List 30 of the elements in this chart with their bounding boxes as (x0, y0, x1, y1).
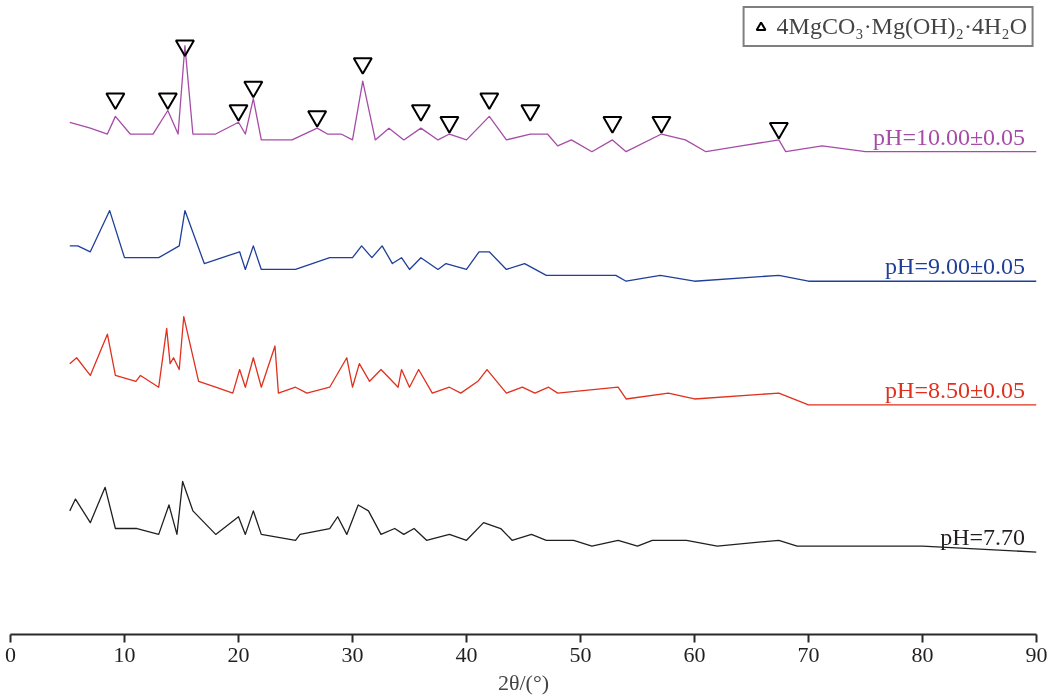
series-label: pH=7.70 (940, 523, 1026, 550)
x-tick-label: 50 (569, 641, 592, 667)
legend-label: 4MgCO₃·Mg(OH)₂·4H₂O (776, 13, 1027, 40)
x-axis-title: 2θ/(°) (497, 669, 550, 695)
point (410, 104, 431, 122)
point (307, 110, 328, 128)
point (352, 57, 373, 75)
x-tick-label: 60 (683, 641, 706, 667)
point (439, 116, 460, 134)
point (243, 80, 264, 99)
x-tick-label: 70 (797, 641, 820, 667)
point (651, 116, 672, 134)
x-tick-label: 0 (5, 641, 16, 667)
point (602, 116, 623, 134)
series-label: pH=9.00±0.05 (885, 253, 1026, 280)
x-tick-label: 20 (227, 641, 250, 667)
point (105, 92, 126, 111)
point (228, 104, 249, 122)
x-tick-label: 80 (911, 641, 934, 667)
point (157, 92, 178, 111)
x-tick-label: 90 (1025, 641, 1048, 667)
x-tick-label: 40 (455, 641, 478, 667)
point (768, 121, 789, 140)
point (479, 92, 500, 111)
x-tick-label: 10 (113, 641, 136, 667)
point (520, 104, 541, 122)
x-tick-label: 30 (341, 641, 364, 667)
series-label: pH=8.50±0.05 (885, 376, 1026, 403)
point (174, 39, 195, 58)
series-label: pH=10.00±0.05 (873, 123, 1026, 150)
